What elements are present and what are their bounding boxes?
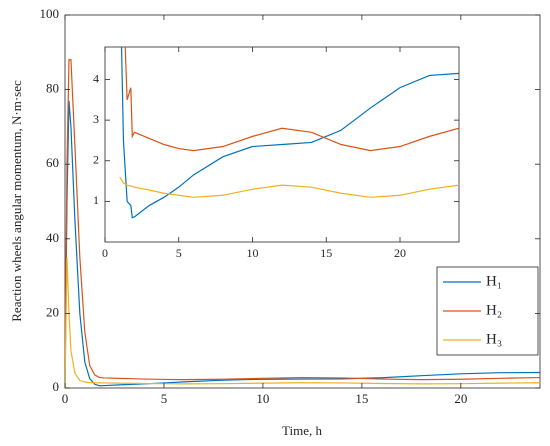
y-tick-label: 1 (93, 193, 99, 207)
x-axis-label: Time, h (282, 423, 322, 438)
legend-label: H₃ (486, 331, 502, 347)
y-tick-label: 20 (46, 304, 59, 319)
series-line (65, 257, 540, 388)
y-tick-label: 3 (93, 112, 99, 126)
series-group (119, 47, 459, 219)
x-tick-label: 15 (320, 246, 332, 260)
x-tick-label: 0 (62, 391, 69, 406)
legend-box (436, 266, 539, 356)
y-tick-label: 2 (93, 153, 99, 167)
x-tick-label: 10 (247, 246, 259, 260)
series-line (120, 47, 459, 219)
y-tick-label: 60 (46, 155, 59, 170)
legend-label: H₂ (486, 302, 502, 318)
series-group (65, 59, 540, 388)
x-tick-label: 15 (355, 391, 368, 406)
legend-label: H₁ (486, 273, 502, 289)
plot-area (104, 46, 460, 243)
y-tick-label: 100 (40, 6, 60, 21)
y-tick-label: 40 (46, 230, 59, 245)
series-line (119, 176, 459, 198)
y-tick-label: 80 (46, 81, 59, 96)
x-tick-label: 0 (102, 246, 108, 260)
series-line (65, 59, 540, 388)
series-line (65, 100, 540, 388)
y-axis-label: Reaction wheels angular momentum, N·m·se… (9, 80, 24, 322)
y-tick-label: 4 (93, 71, 99, 85)
x-tick-label: 10 (256, 391, 269, 406)
x-tick-label: 5 (161, 391, 168, 406)
series-line (124, 47, 459, 152)
x-tick-label: 5 (176, 246, 182, 260)
x-tick-label: 20 (394, 246, 406, 260)
y-tick-label: 0 (53, 379, 60, 394)
plot-area (64, 14, 541, 389)
x-tick-label: 20 (454, 391, 467, 406)
